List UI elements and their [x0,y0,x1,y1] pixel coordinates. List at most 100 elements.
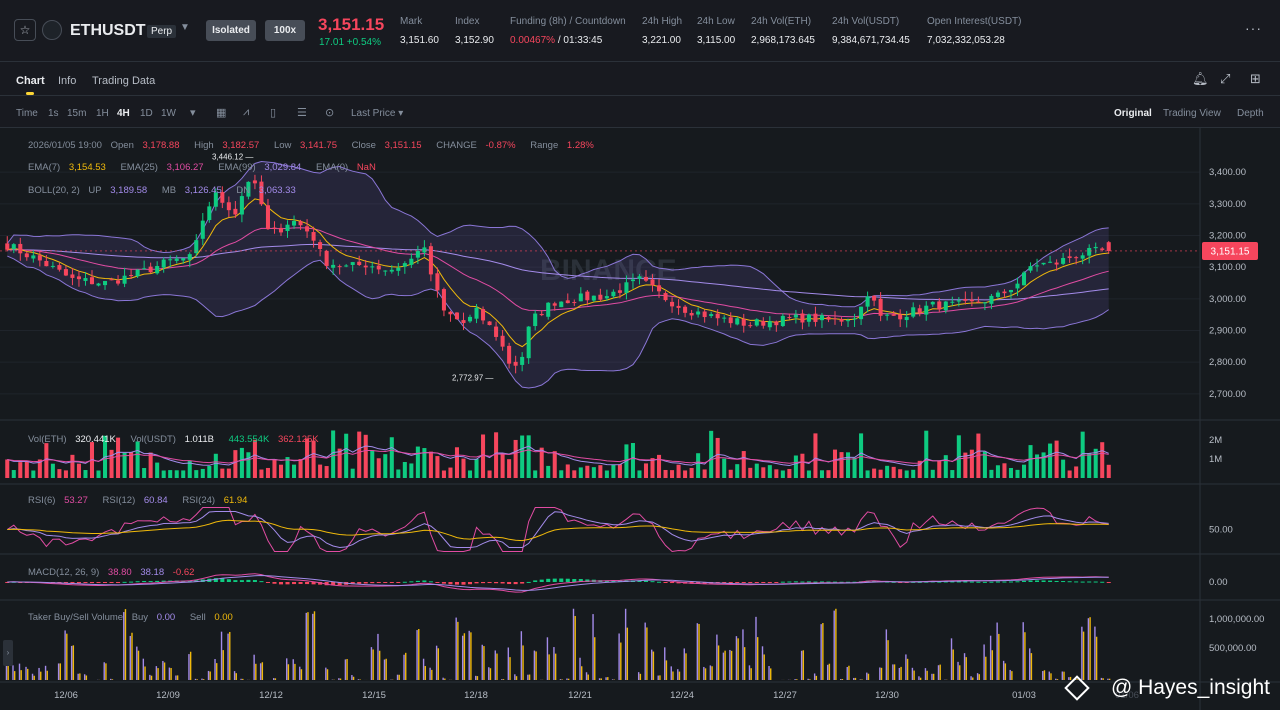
volume-bar [643,463,649,478]
timeframe-1w[interactable]: 1W [161,108,176,119]
stat-value: 3,221.00 [642,35,681,46]
ohlc-legend: 2026/01/05 19:00 Open 3,178.88 High 3,18… [28,140,606,151]
volume-bar [709,430,714,478]
boll-dn-label: DN [236,185,251,196]
crosshair-icon[interactable]: ⊙ [325,107,335,119]
volume-bar [891,466,896,478]
volume-bar [448,467,453,478]
candle-body [70,274,75,278]
candle-body [1015,283,1020,289]
volume-bar [142,468,147,478]
volume-bar [1028,445,1033,478]
tab-trading-data[interactable]: Trading Data [92,75,156,87]
expand-sidebar-chevron-icon[interactable]: › [3,640,13,666]
taker-buy-bar [546,637,549,680]
candle-body [207,206,212,221]
taker-buy-bar [1100,677,1103,680]
volume-bar [800,453,805,478]
taker-sell-bar [111,679,114,680]
expand-icon[interactable]: ⤢ [1220,71,1231,86]
margin-mode-button[interactable]: Isolated [206,20,256,41]
taker-buy-bar [142,658,145,680]
volume-bar [904,470,909,478]
indicator-icon[interactable]: ⩘ [243,106,250,118]
taker-sell-bar [385,658,387,680]
volume-bar [337,448,342,478]
macd-hist-bar [161,580,166,582]
tab-info[interactable]: Info [58,75,77,87]
ema99-label: EMA(99) [218,162,256,173]
tab-chart[interactable]: Chart [16,75,45,87]
candle-body [50,265,55,267]
time-tick-label: 12/12 [259,690,283,701]
timeframe-dropdown-icon[interactable]: ▾ [190,107,196,119]
candle-body [298,221,303,226]
macd-hist-bar [298,582,303,584]
taker-sell-bar [27,668,29,680]
taker-buy-bar [38,667,40,680]
price-chart[interactable]: BINANCE 3,446.12 —2,772.97 — 3,400.003,3… [0,128,1280,710]
macd-hist-bar [116,582,121,583]
settings-list-icon[interactable]: ☰ [297,107,307,119]
macd-hist-bar [546,578,551,582]
timeframe-1s[interactable]: 1s [48,108,59,119]
view-original[interactable]: Original [1114,108,1152,119]
macd-hist-bar [911,581,916,583]
time-tick-label: 12/06 [54,690,78,701]
macd-hist-bar [650,581,655,583]
taker-buy-bar [937,665,940,680]
volume-bar [748,467,753,478]
price-source-select[interactable]: Last Price ▾ [351,108,404,119]
volume-bar [735,464,740,478]
taker-buy-bar [748,665,751,680]
boll-up: UP 3,189.58 [88,185,153,196]
volume-bar [559,470,564,478]
volume-bar [924,430,929,478]
volume-bar [1054,440,1059,478]
taker-buy-bar [25,666,27,680]
taker-sell-bar [359,679,361,680]
stat-value: 3,151.60 [400,35,439,46]
candle-body [239,196,244,215]
timeframe-1d[interactable]: 1D [140,108,153,119]
macd-hist-bar [539,579,544,582]
volume-bar [598,465,603,478]
favorite-star-icon[interactable]: ☆ [14,19,36,41]
candle-body [435,273,440,291]
taker-buy-bar [292,659,294,680]
macd-hist-bar [1028,580,1033,582]
candle-body [839,319,844,322]
stat-label: Funding (8h) / Countdown [510,16,626,27]
macd-hist-bar [396,582,401,583]
taker-sell-bar [372,649,374,680]
symbol-title[interactable]: ETHUSDT [70,22,146,39]
leverage-button[interactable]: 100x [265,20,305,41]
active-tab-indicator [26,92,34,95]
timeframe-4h[interactable]: 4H [117,108,130,119]
macd-hist-bar [422,580,427,582]
candle-body [57,265,62,270]
candle-body [559,301,564,308]
taker-sell-bar [900,666,902,680]
calendar-icon[interactable]: ▦ [216,107,227,119]
candle-body [174,258,179,261]
candle-body [741,318,746,326]
macd-hist-bar [370,582,375,584]
timeframe-15m[interactable]: 15m [67,108,87,119]
taker-buy-bar [931,673,933,680]
volume-bar [898,469,903,478]
volume-bar [832,449,838,478]
bell-icon[interactable]: 🔔︎ [1192,71,1209,86]
candle-body [546,302,551,317]
macd-hist-bar [5,582,10,583]
taker-buy-bar [533,650,536,680]
symbol-dropdown-chevron-icon[interactable]: ▼ [180,22,190,33]
candle-body [415,251,420,258]
layout-grid-icon[interactable]: ⊞ [1250,71,1261,86]
candle-body [122,275,127,284]
view-trading-view[interactable]: Trading View [1163,108,1221,119]
candle-type-icon[interactable]: ▯ [270,107,277,119]
view-depth[interactable]: Depth [1237,108,1264,119]
more-options-icon[interactable]: ··· [1245,20,1262,36]
timeframe-1h[interactable]: 1H [96,108,109,119]
